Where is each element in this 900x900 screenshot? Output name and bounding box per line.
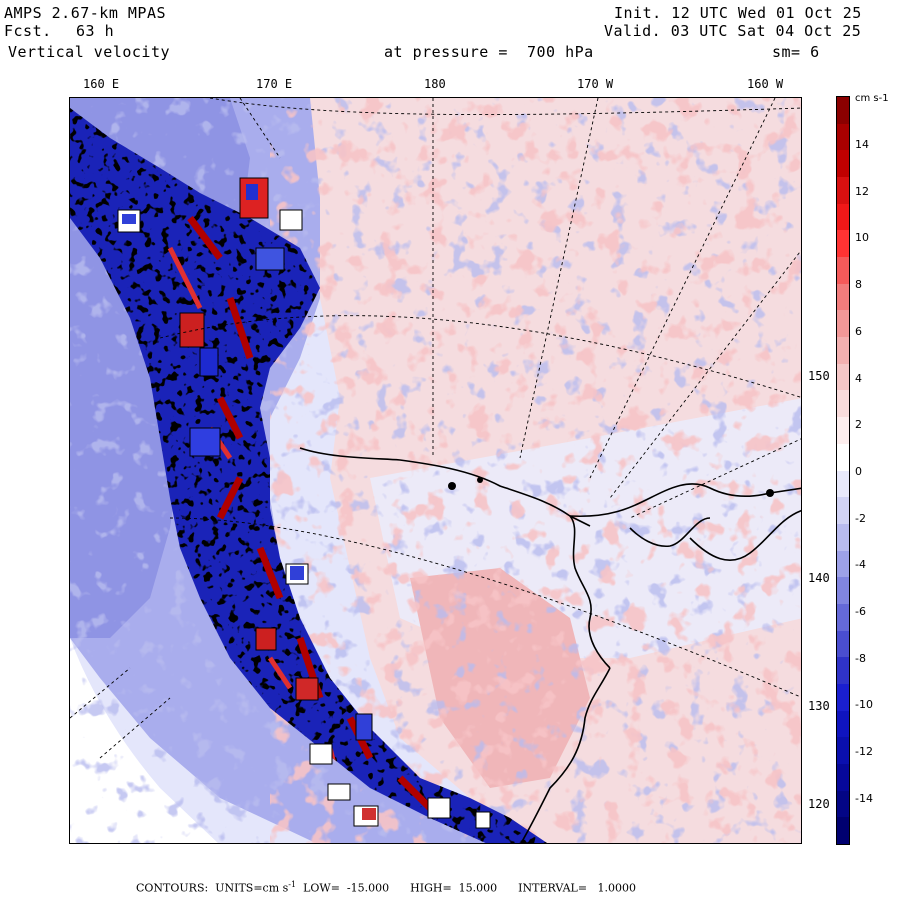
lon-label-170w: 170 W [577,77,614,91]
graticule [70,98,801,759]
high-value: HIGH= 15.000 [410,881,498,895]
station-markers [448,477,774,497]
colorbar-tick-label: -14 [855,791,873,805]
colorbar-segment [837,337,849,365]
field-name: Vertical velocity [8,43,171,61]
forecast-hours: 63 h [76,22,115,40]
pressure-level: at pressure = 700 hPa [384,43,594,61]
interval-value: INTERVAL= 1.0000 [518,881,637,895]
contours-label: CONTOURS: [136,881,209,895]
colorbar-segment [837,150,849,178]
colorbar-segment [837,230,849,258]
colorbar [836,96,850,845]
colorbar-tick-label: -8 [855,651,866,665]
colorbar-segment [837,497,849,525]
colorbar-units: cm s-1 [855,93,889,104]
lon-label-160e: 160 E [83,77,120,91]
colorbar-segment [837,763,849,792]
map-panel [69,97,802,844]
colorbar-tick-label: 10 [855,231,869,245]
colorbar-segment [837,550,849,578]
colorbar-segment [837,390,849,418]
colorbar-segment [837,363,849,391]
colorbar-tick-label: 0 [855,464,862,478]
lat-label-120w: 120 W [808,797,845,811]
contour-info: CONTOURS: UNITS=cm s-1 LOW= -15.000 HIGH… [136,880,636,895]
colorbar-segment [837,790,849,818]
lon-label-170e: 170 E [256,77,293,91]
colorbar-segment [837,123,849,151]
colorbar-tick-label: -12 [855,745,873,759]
colorbar-segment [837,177,849,205]
model-title: AMPS 2.67-km MPAS [4,4,167,22]
colorbar-segment [837,737,849,765]
valid-time: Valid. 03 UTC Sat 04 Oct 25 [604,22,862,40]
colorbar-tick-label: 8 [855,278,862,292]
vertical-velocity-map [70,98,801,843]
forecast-label: Fcst. [4,22,52,40]
low-value: LOW= -15.000 [303,881,390,895]
colorbar-tick-label: 2 [855,418,862,432]
lat-label-140w: 140 W [808,571,845,585]
colorbar-segment [837,257,849,285]
colorbar-segment [837,443,849,471]
smoothing: sm= 6 [772,43,820,61]
colorbar-tick-label: -6 [855,605,866,618]
colorbar-segment [837,683,849,712]
colorbar-segment [837,603,849,632]
colorbar-segment [837,417,849,445]
colorbar-segment [837,710,849,738]
colorbar-tick-label: 6 [855,324,862,338]
colorbar-segment [837,283,849,311]
colorbar-segment [837,630,849,658]
colorbar-tick-label: 14 [855,138,869,151]
colorbar-segment [837,817,849,845]
colorbar-segment [837,657,849,685]
colorbar-segment [837,97,849,125]
init-time: Init. 12 UTC Wed 01 Oct 25 [614,4,862,22]
colorbar-segment [837,523,849,552]
lat-label-130w: 130 W [808,699,845,713]
colorbar-segment [837,310,849,338]
units-exponent: -1 [288,880,297,889]
colorbar-tick-label: -4 [855,558,866,572]
colorbar-tick-label: -10 [855,698,873,712]
lon-label-180: 180 [424,77,446,91]
lon-label-160w: 160 W [747,77,784,91]
colorbar-tick-label: -2 [855,511,866,525]
units-label: UNITS=cm s [215,881,289,895]
colorbar-tick-label: 4 [855,371,862,385]
box-artifacts [117,177,491,829]
lat-label-150w: 150 W [808,369,845,383]
colorbar-tick-label: 12 [855,184,869,198]
colorbar-segment [837,203,849,231]
coastline [299,447,801,843]
colorbar-segment [837,470,849,498]
colorbar-segment [837,577,849,605]
